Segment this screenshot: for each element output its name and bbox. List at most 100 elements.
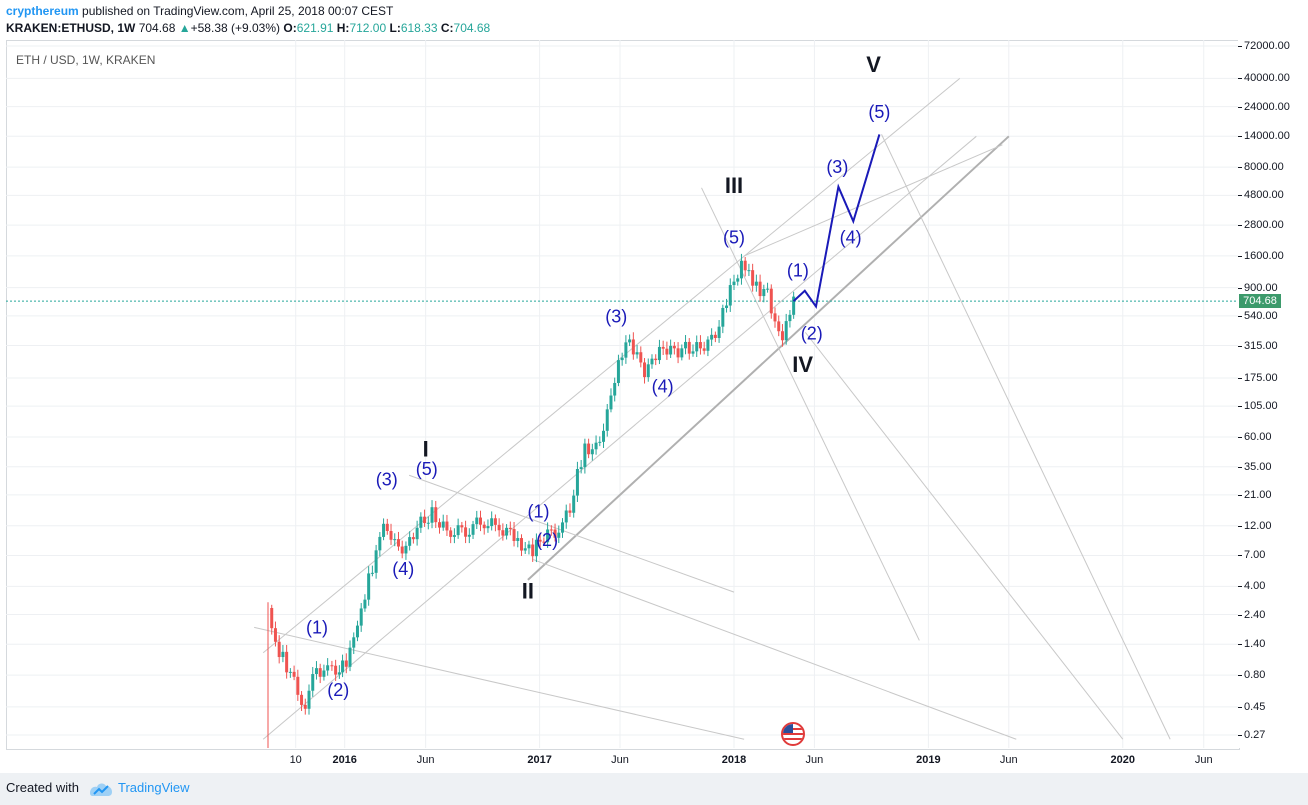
wave-label-minor: (3) <box>605 306 627 326</box>
candle-body <box>788 314 792 322</box>
candle-body <box>478 517 482 525</box>
y-tick-label: 900.00 <box>1238 281 1278 294</box>
candle-body <box>758 281 762 297</box>
plot-area[interactable] <box>6 40 1240 750</box>
x-tick-label: Jun <box>1194 754 1213 766</box>
x-tick-label: Jun <box>999 754 1018 766</box>
candle-body <box>415 527 419 540</box>
candle-body <box>281 651 285 658</box>
candle-body <box>751 270 755 286</box>
time-axis[interactable]: 10 2016 Jun 2017 Jun 2018 Jun 2019 Jun 2020 Jun <box>6 749 1238 769</box>
y-tick-label: 1600.00 <box>1238 249 1284 262</box>
candle-body <box>680 348 684 358</box>
y-tick-label: 105.00 <box>1238 400 1278 413</box>
candle-body <box>743 260 747 271</box>
candle-body <box>784 321 788 341</box>
candle-body <box>423 516 427 524</box>
wave-label-major: I <box>423 437 429 462</box>
x-tick-label: 2020 <box>1110 754 1136 766</box>
candle-body <box>538 539 542 542</box>
candle-body <box>445 521 449 531</box>
candle-body <box>520 538 524 551</box>
open-value: 621.91 <box>296 21 334 35</box>
candle-body <box>665 348 669 355</box>
y-tick-label: 21.00 <box>1238 488 1272 501</box>
wave-label-major: II <box>522 579 534 604</box>
candle-body <box>452 535 456 537</box>
y-tick-label: 35.00 <box>1238 460 1272 473</box>
trend-line <box>701 187 920 641</box>
candle-body <box>400 546 404 554</box>
candle-body <box>441 521 445 528</box>
candle-body <box>456 525 460 536</box>
y-tick-label: 4.00 <box>1237 580 1266 593</box>
candle-body <box>650 358 654 365</box>
candle-body <box>493 518 497 525</box>
candle-body <box>643 362 647 378</box>
trend-line <box>262 78 961 654</box>
candle-body <box>490 518 494 527</box>
price-axis[interactable]: 72000.00 40000.00 24000.00 14000.00 8000.00 4… <box>1237 40 1308 748</box>
candle-body <box>736 278 740 282</box>
candle-body <box>780 331 784 341</box>
x-tick-label: 10 <box>289 754 302 766</box>
wave-label-minor: (4) <box>392 559 414 579</box>
trend-line <box>533 559 1017 740</box>
x-tick-label: 2018 <box>721 754 747 766</box>
candle-body <box>437 522 441 528</box>
candle-body <box>523 548 527 551</box>
y-tick-label: 0.80 <box>1237 669 1266 682</box>
y-tick-label: 315.00 <box>1238 339 1278 352</box>
candle-body <box>460 525 464 528</box>
high-label: H: <box>336 21 350 35</box>
wave-label-major: V <box>866 52 881 77</box>
candle-body <box>475 517 479 525</box>
candle-body <box>773 313 777 322</box>
candle-body <box>713 334 717 338</box>
candle-body <box>501 530 505 536</box>
author-link[interactable]: crypthereum <box>6 4 79 18</box>
us-flag-icon[interactable] <box>781 722 805 746</box>
candle-body <box>695 342 699 352</box>
candle-body <box>777 321 781 332</box>
candle-body <box>419 516 423 528</box>
trend-line <box>743 144 1003 257</box>
tradingview-brand-link[interactable]: TradingView <box>118 780 190 795</box>
y-tick-label: 7.00 <box>1237 549 1266 562</box>
candle-body <box>564 510 568 523</box>
candle-body <box>393 539 397 541</box>
wave-label-major: III <box>725 173 743 198</box>
candle-body <box>322 670 326 677</box>
candle-body <box>594 442 598 450</box>
candle-body <box>766 288 770 290</box>
candle-body <box>396 539 400 547</box>
trend-line <box>262 135 977 740</box>
y-tick-label: 540.00 <box>1238 309 1278 322</box>
candle-body <box>635 352 639 355</box>
candle-body <box>698 342 702 349</box>
candle-body <box>516 538 520 541</box>
candle-body <box>367 573 371 600</box>
wave-label-minor: (5) <box>868 102 890 122</box>
candle-body <box>292 671 296 677</box>
candle-body <box>553 529 557 538</box>
candle-body <box>687 341 691 354</box>
y-tick-label: 60.00 <box>1238 431 1272 443</box>
candle-body <box>549 529 553 531</box>
ohlc-line: KRAKEN:ETHUSD, 1W 704.68 ▲+58.38 (+9.03%… <box>6 21 490 35</box>
wave-label-minor: (1) <box>306 618 328 638</box>
price-value: 704.68 <box>138 21 176 35</box>
tradingview-logo-icon[interactable] <box>88 779 114 799</box>
candle-body <box>583 443 587 468</box>
candle-body <box>721 307 725 327</box>
candle-body <box>557 532 561 538</box>
candle-body <box>464 527 468 537</box>
chart-svg[interactable]: IIIIIIIVV(1)(2)(3)(4)(5)(1)(2)(3)(4)(5)(… <box>6 40 1238 748</box>
close-label: C: <box>440 21 454 35</box>
candle-body <box>762 289 766 297</box>
candle-body <box>344 660 348 667</box>
candle-body <box>546 529 550 543</box>
x-tick-label: 2016 <box>332 754 357 766</box>
wave-label-minor: (4) <box>840 228 862 248</box>
x-tick-label: Jun <box>611 754 629 766</box>
